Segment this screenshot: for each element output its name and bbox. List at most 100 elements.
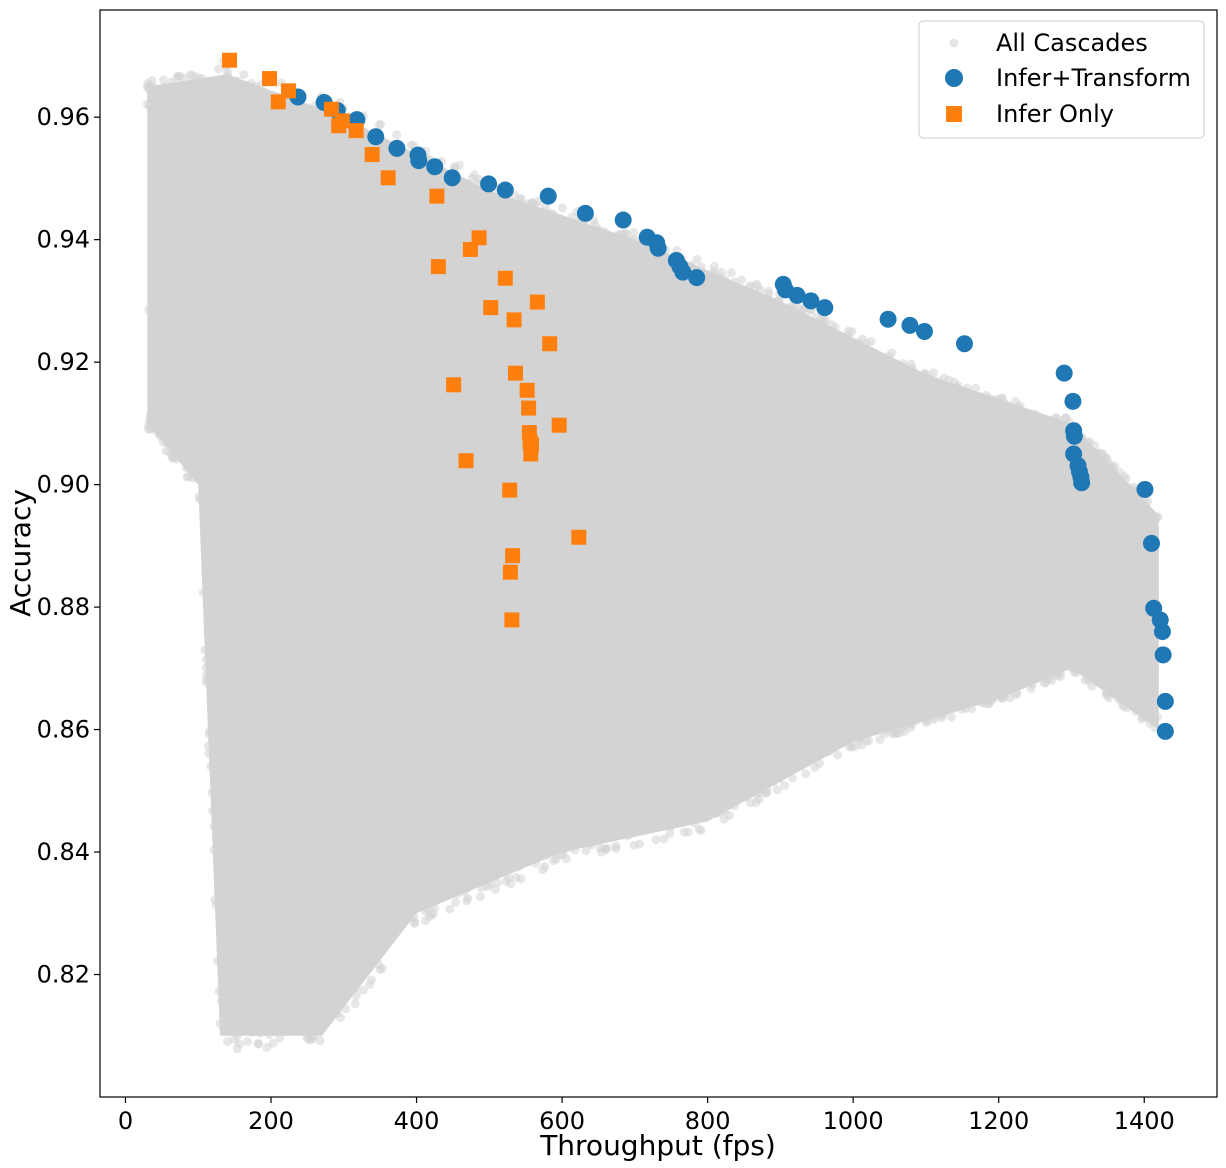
all-cascades-point: [337, 154, 347, 164]
all-cascades-point: [417, 878, 427, 888]
all-cascades-point: [997, 484, 1007, 494]
all-cascades-point: [1143, 497, 1153, 507]
infer-only-point: [521, 400, 537, 416]
all-cascades-point: [1053, 573, 1063, 583]
all-cascades-point: [929, 581, 939, 591]
all-cascades-point: [984, 393, 994, 403]
all-cascades-point: [278, 1019, 288, 1029]
all-cascades-point: [1115, 482, 1125, 492]
all-cascades-point: [778, 714, 788, 724]
all-cascades-point: [315, 185, 325, 195]
all-cascades-point: [705, 551, 715, 561]
all-cascades-point: [759, 354, 769, 364]
all-cascades-point: [508, 222, 518, 232]
all-cascades-point: [927, 477, 937, 487]
all-cascades-point: [768, 777, 778, 787]
all-cascades-point: [160, 362, 170, 372]
all-cascades-point: [503, 205, 513, 215]
all-cascades-point: [1038, 664, 1048, 674]
all-cascades-point: [700, 482, 710, 492]
all-cascades-point: [756, 466, 766, 476]
all-cascades-point: [1119, 650, 1129, 660]
all-cascades-point: [159, 421, 169, 431]
all-cascades-point: [441, 733, 451, 743]
all-cascades-point: [648, 535, 658, 545]
all-cascades-point: [537, 230, 547, 240]
all-cascades-point: [464, 600, 474, 610]
all-cascades-point: [375, 964, 385, 974]
all-cascades-point: [148, 248, 158, 258]
all-cascades-point: [166, 436, 176, 446]
all-cascades-point: [772, 785, 782, 795]
infer-only-point: [430, 259, 446, 275]
all-cascades-point: [533, 501, 543, 511]
all-cascades-point: [928, 650, 938, 660]
all-cascades-point: [1108, 682, 1118, 692]
all-cascades-point: [201, 677, 211, 687]
all-cascades-point: [364, 836, 374, 846]
all-cascades-point: [331, 156, 341, 166]
all-cascades-point: [288, 139, 298, 149]
all-cascades-point: [538, 273, 548, 283]
all-cascades-point: [549, 805, 559, 815]
all-cascades-point: [520, 346, 530, 356]
all-cascades-point: [726, 268, 736, 278]
all-cascades-point: [649, 742, 659, 752]
infer-transform-point: [802, 292, 820, 310]
all-cascades-point: [677, 347, 687, 357]
all-cascades-point: [357, 946, 367, 956]
all-cascades-point: [642, 266, 652, 276]
all-cascades-point: [270, 143, 280, 153]
all-cascades-point: [378, 210, 388, 220]
all-cascades-point: [484, 405, 494, 415]
all-cascades-point: [765, 580, 775, 590]
all-cascades-point: [782, 313, 792, 323]
all-cascades-point: [272, 560, 282, 570]
all-cascades-point: [354, 160, 364, 170]
infer-only-point: [571, 529, 587, 545]
all-cascades-point: [230, 112, 240, 122]
all-cascades-point: [1133, 661, 1143, 671]
all-cascades-point: [996, 675, 1006, 685]
all-cascades-point: [645, 501, 655, 511]
all-cascades-point: [213, 956, 223, 966]
all-cascades-point: [538, 865, 548, 875]
legend: All Cascades Infer+Transform Infer Only: [918, 20, 1205, 139]
all-cascades-point: [743, 310, 753, 320]
all-cascades-point: [623, 265, 633, 275]
all-cascades-point: [714, 422, 724, 432]
all-cascades-point: [707, 290, 717, 300]
all-cascades-point: [966, 640, 976, 650]
all-cascades-point: [510, 847, 520, 857]
all-cascades-point: [1075, 632, 1085, 642]
all-cascades-point: [939, 688, 949, 698]
all-cascades-point: [216, 996, 226, 1006]
all-cascades-point: [232, 1044, 242, 1054]
all-cascades-point: [1010, 397, 1020, 407]
all-cascades-point: [215, 1019, 225, 1029]
all-cascades-point: [655, 273, 665, 283]
all-cascades-point: [215, 77, 225, 87]
all-cascades-point: [584, 376, 594, 386]
all-cascades-point: [399, 690, 409, 700]
all-cascades-point: [1092, 511, 1102, 521]
all-cascades-point: [411, 860, 421, 870]
all-cascades-point: [543, 608, 553, 618]
all-cascades-point: [600, 581, 610, 591]
all-cascades-point: [861, 349, 871, 359]
infer-only-point: [458, 453, 474, 469]
all-cascades-point: [444, 888, 454, 898]
all-cascades-point: [1101, 664, 1111, 674]
all-cascades-point: [716, 805, 726, 815]
all-cascades-point: [196, 276, 206, 286]
all-cascades-point: [321, 399, 331, 409]
all-cascades-point: [612, 231, 622, 241]
all-cascades-point: [701, 454, 711, 464]
all-cascades-point: [462, 883, 472, 893]
all-cascades-point: [580, 297, 590, 307]
all-cascades-point: [1102, 633, 1112, 643]
all-cascades-point: [621, 818, 631, 828]
infer-transform-point: [539, 187, 557, 205]
all-cascades-point: [962, 383, 972, 393]
all-cascades-point: [951, 383, 961, 393]
